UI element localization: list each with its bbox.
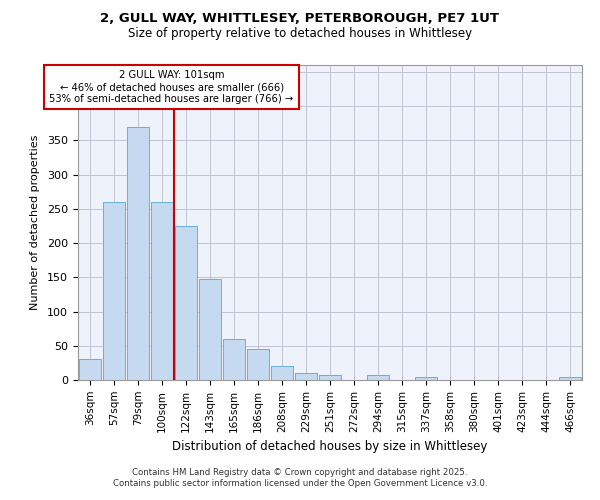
Bar: [223, 339, 245, 380]
Bar: [559, 376, 581, 380]
Text: 2, GULL WAY, WHITTLESEY, PETERBOROUGH, PE7 1UT: 2, GULL WAY, WHITTLESEY, PETERBOROUGH, P…: [101, 12, 499, 26]
Bar: [151, 202, 173, 380]
Bar: [127, 126, 149, 380]
Text: Size of property relative to detached houses in Whittlesey: Size of property relative to detached ho…: [128, 28, 472, 40]
Bar: [415, 376, 437, 380]
Bar: [295, 373, 317, 380]
Bar: [103, 202, 125, 380]
Bar: [79, 360, 101, 380]
Bar: [271, 366, 293, 380]
Bar: [175, 226, 197, 380]
Bar: [247, 349, 269, 380]
Bar: [199, 278, 221, 380]
Bar: [319, 375, 341, 380]
Bar: [367, 374, 389, 380]
Y-axis label: Number of detached properties: Number of detached properties: [30, 135, 40, 310]
Text: 2 GULL WAY: 101sqm
← 46% of detached houses are smaller (666)
53% of semi-detach: 2 GULL WAY: 101sqm ← 46% of detached hou…: [49, 70, 294, 104]
X-axis label: Distribution of detached houses by size in Whittlesey: Distribution of detached houses by size …: [172, 440, 488, 453]
Text: Contains HM Land Registry data © Crown copyright and database right 2025.
Contai: Contains HM Land Registry data © Crown c…: [113, 468, 487, 487]
